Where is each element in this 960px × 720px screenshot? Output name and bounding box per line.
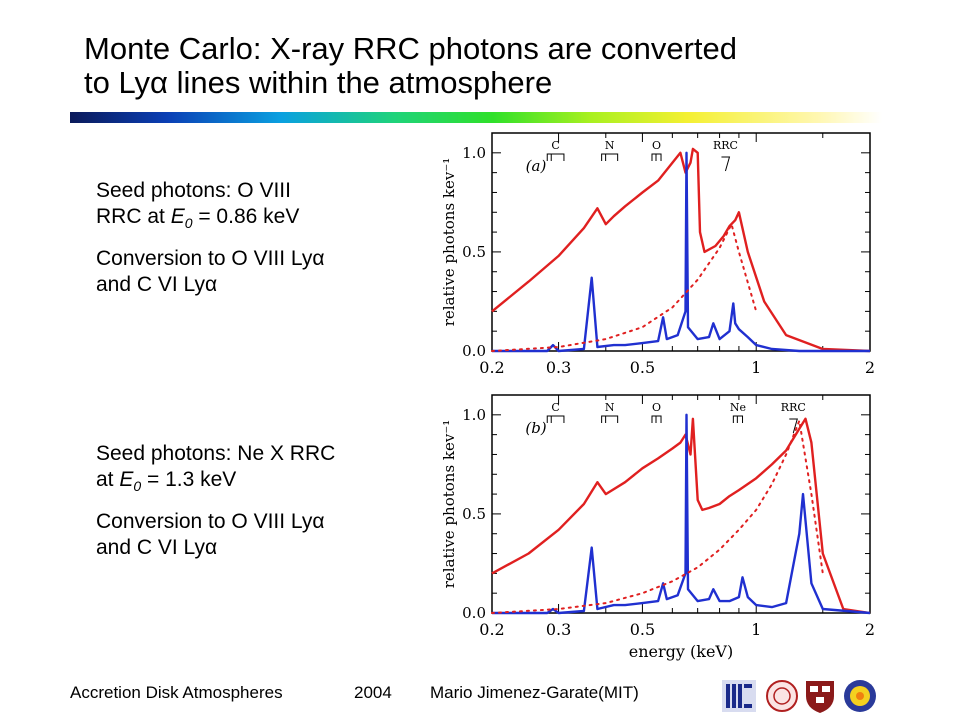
bullet-text: Conversion to O VIII Lyα [96,510,325,534]
total-spectrum-line [491,417,871,615]
edge-label: O [652,401,661,414]
x-tick-label: 0.2 [479,620,504,639]
rrc-marker [721,156,731,172]
rrc-label: RRC [781,401,806,414]
edge-bracket [546,153,565,161]
panel-label: (a) [526,157,547,175]
bullet-block-a: Seed photons: O VIII RRC at E0 = 0.86 ke… [96,178,416,298]
plot-frame [491,394,871,614]
footer-year: 2004 [354,683,392,702]
seed-spectrum-line [491,223,758,352]
bullet-text: Seed photons: Ne X RRC [96,442,336,465]
title-line-2: to Lyα lines within the atmosphere [84,65,553,100]
bullet-text: at E0 = 1.3 keV [96,468,237,495]
title-line-1: Monte Carlo: X-ray RRC photons are conve… [84,31,738,66]
edge-label: O [652,139,661,152]
edge-label: Ne [730,401,746,414]
y-axis-label: relative photons kev⁻¹ [440,158,458,327]
footer-course: Accretion Disk Atmospheres [70,683,283,702]
edge-bracket [651,153,662,161]
edge-label: C [551,139,559,152]
edge-label: C [551,401,559,414]
y-tick-label: 0.5 [462,243,486,261]
x-tick-label: 2 [865,358,875,377]
edge-bracket [601,153,619,161]
edge-label: N [605,139,615,152]
university-seal-icon [766,680,798,712]
panel-label: (b) [525,419,546,437]
x-tick-label: 1 [751,358,761,377]
edge-label: N [605,401,615,414]
line-emission-series [492,413,871,615]
slide-title: Monte Carlo: X-ray RRC photons are conve… [84,32,924,100]
edge-bracket [546,415,565,423]
y-tick-label: 0.0 [462,342,486,360]
harvard-shield-icon [806,681,834,713]
x-tick-label: 0.5 [630,358,655,377]
bullet-text: Conversion to O VIII Lyα [96,247,325,271]
x-tick-label: 1 [751,620,761,639]
edge-bracket [651,415,662,423]
x-tick-label: 0.5 [630,620,655,639]
rainbow-divider [70,112,882,123]
x-axis-label: energy (keV) [629,642,733,661]
total-spectrum-line [491,147,871,353]
x-tick-label: 2 [865,620,875,639]
y-tick-label: 0.0 [462,604,486,622]
seed-spectrum-line [491,419,824,614]
edge-bracket [601,415,619,423]
bullet-text: and C VI Lyα [96,273,218,297]
rrc-marker [789,418,798,434]
x-tick-label: 0.3 [546,620,571,639]
y-axis-label: relative photons kev⁻¹ [440,420,458,589]
y-tick-label: 1.0 [462,144,486,162]
mit-logo-icon [722,680,756,712]
bullet-text: Seed photons: O VIII [96,179,291,202]
plot-frame [491,132,871,352]
bullet-text: RRC at E0 = 0.86 keV [96,205,300,232]
y-tick-label: 0.5 [462,505,486,523]
bullet-block-b: Seed photons: Ne X RRC at E0 = 1.3 keV C… [96,441,416,561]
x-tick-label: 0.2 [479,358,504,377]
bullet-text: and C VI Lyα [96,536,218,560]
footer-logos [722,678,902,719]
line-emission-series [492,151,870,353]
rrc-label: RRC [713,139,738,152]
edge-bracket [732,415,744,423]
y-tick-label: 1.0 [462,406,486,424]
footer-author: Mario Jimenez-Garate(MIT) [430,683,639,702]
x-tick-label: 0.3 [546,358,571,377]
sun-logo-icon [844,680,876,712]
